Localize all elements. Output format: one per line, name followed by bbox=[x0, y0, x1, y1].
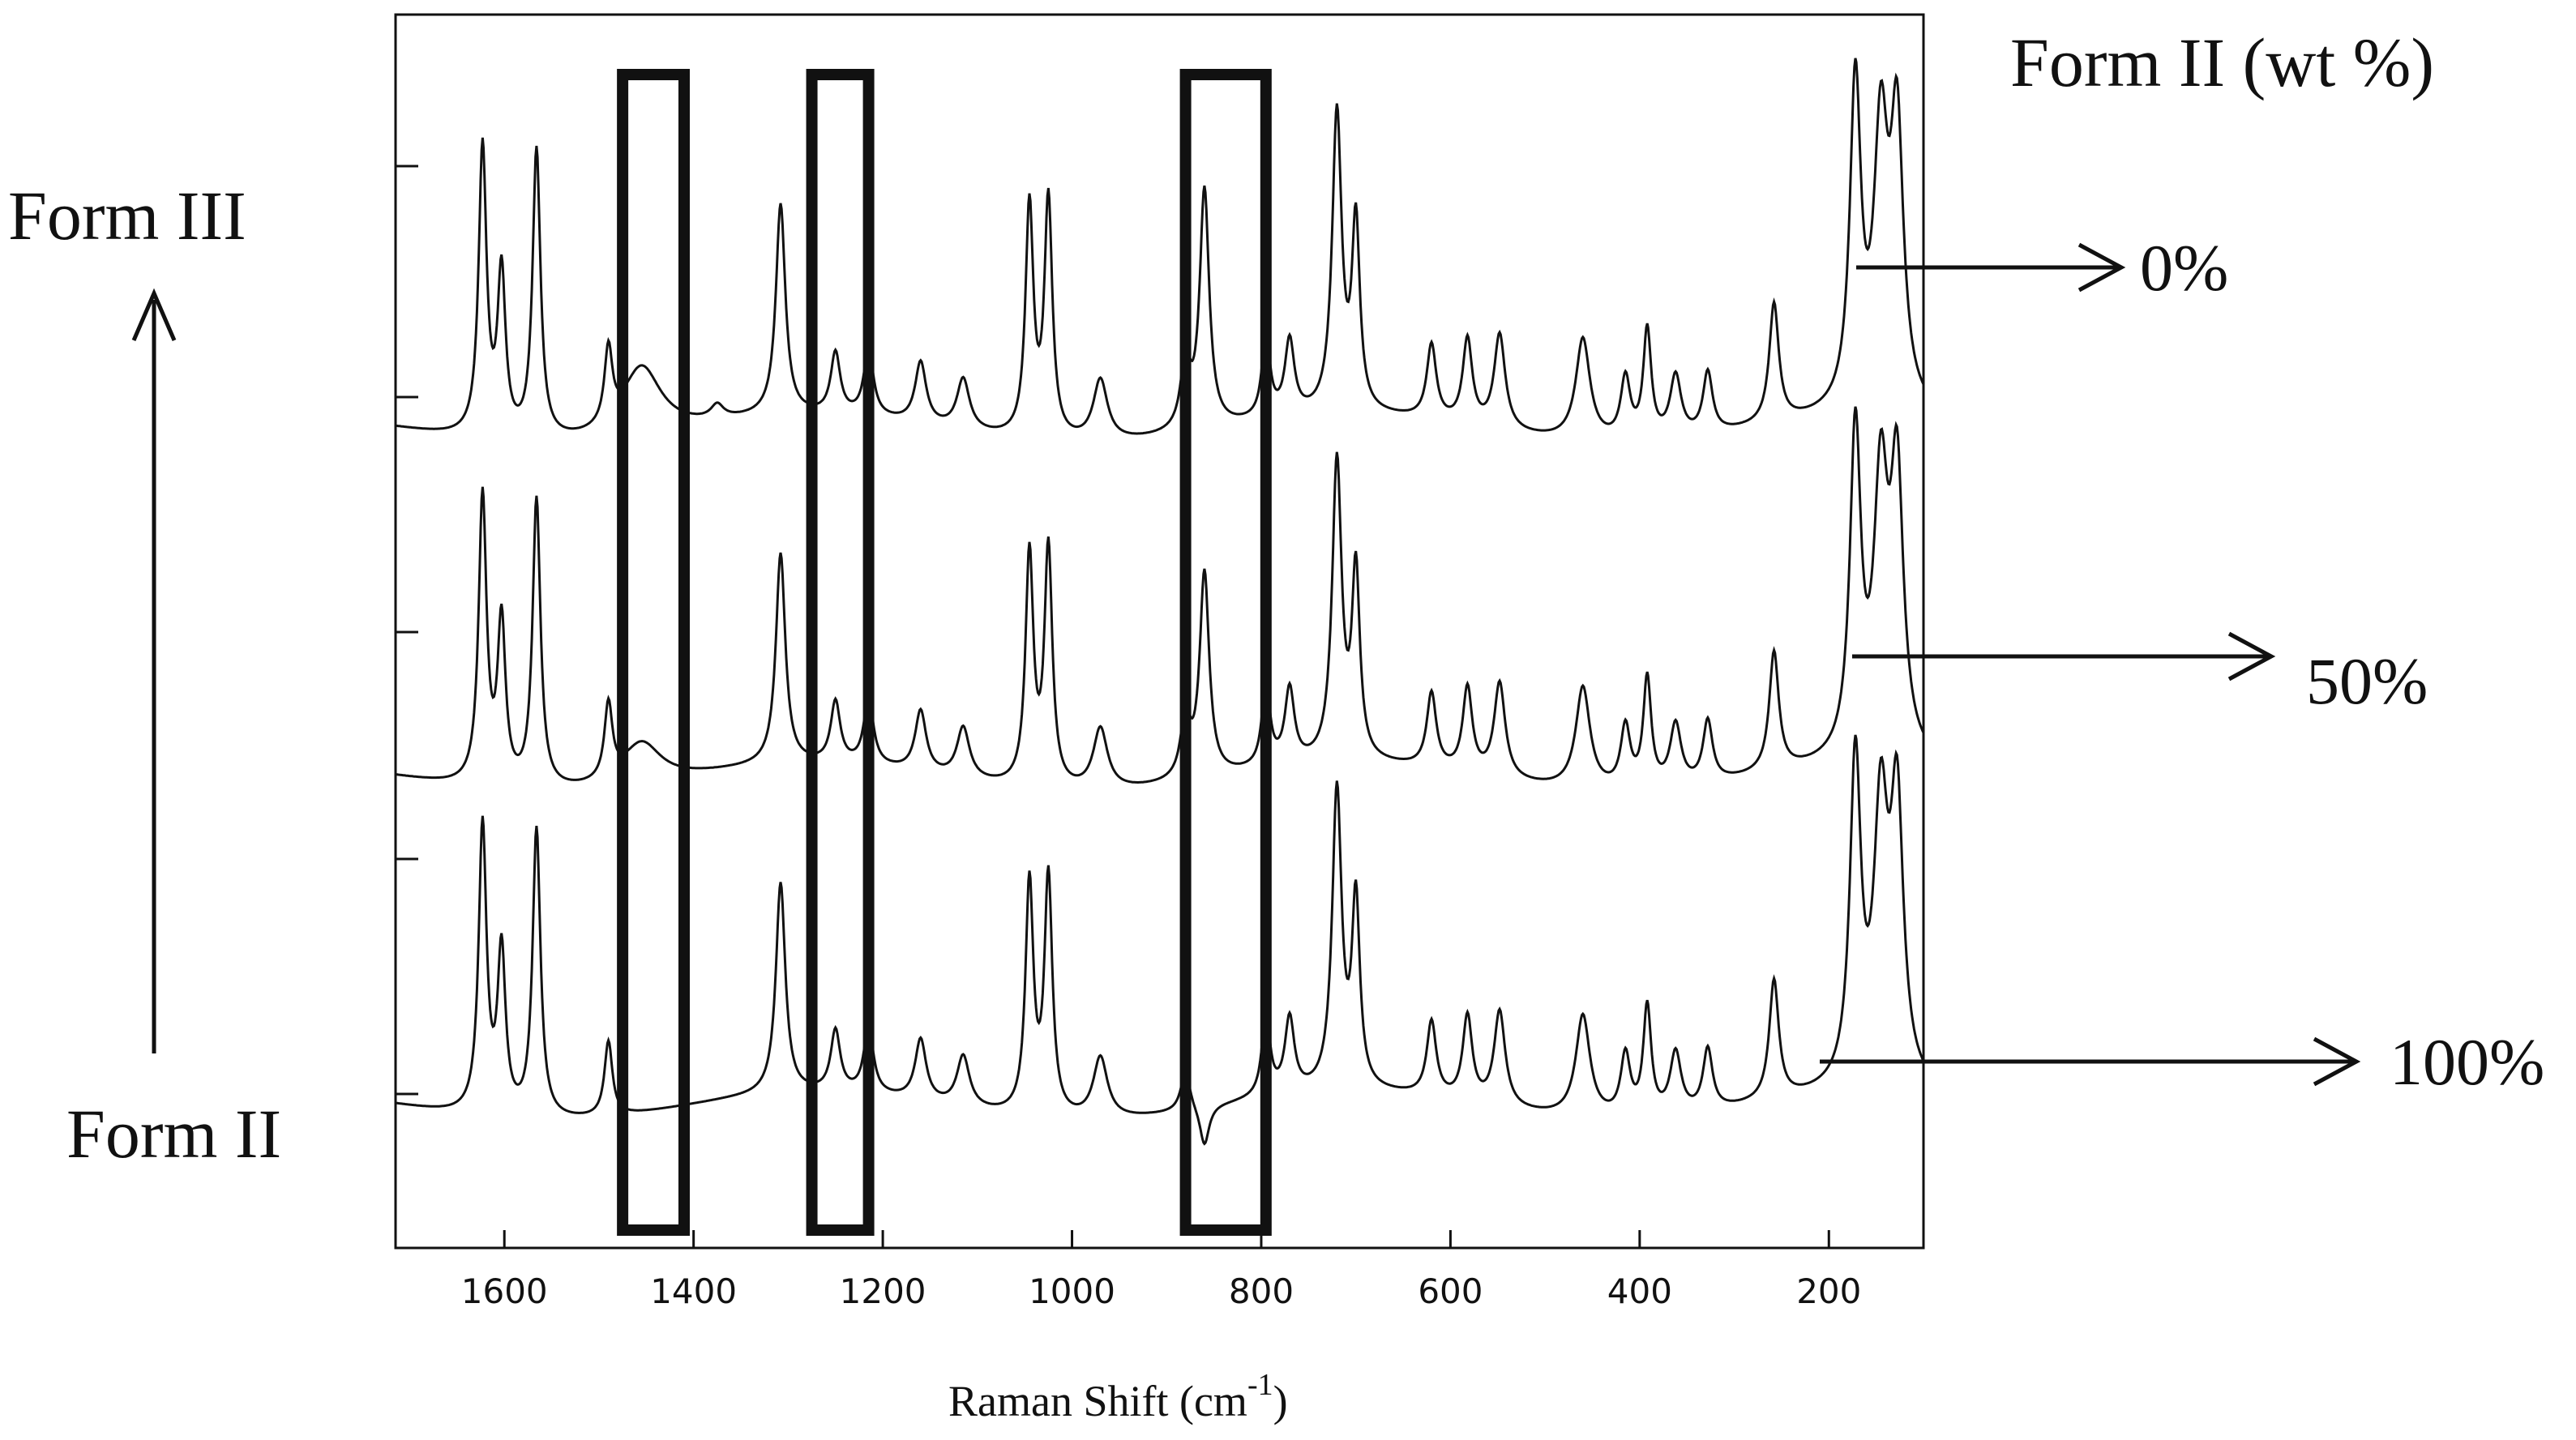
x-tick-label: 1600 bbox=[461, 1271, 548, 1311]
highlight-box bbox=[806, 69, 875, 1236]
series-arrows: 0% 50% 100% bbox=[131, 231, 2544, 1099]
left-label-bottom: Form II bbox=[66, 1095, 281, 1173]
x-tick-label: 600 bbox=[1418, 1271, 1483, 1311]
spectra-traces bbox=[395, 58, 1925, 1146]
series-label: 0% bbox=[2140, 231, 2228, 305]
x-axis-label-close: ) bbox=[1273, 1377, 1288, 1425]
plot-frame bbox=[394, 13, 1925, 1250]
x-axis-label-main: Raman Shift (cm bbox=[948, 1377, 1247, 1425]
series-line-0pct bbox=[395, 58, 1925, 435]
x-tick-label: 1200 bbox=[840, 1271, 926, 1311]
highlight-box bbox=[617, 69, 690, 1236]
series-arrow-head bbox=[2077, 242, 2126, 293]
series-label: 50% bbox=[2306, 644, 2428, 718]
x-tick-label: 200 bbox=[1796, 1271, 1861, 1311]
left-label-top: Form III bbox=[8, 177, 246, 254]
highlight-boxes bbox=[617, 69, 1272, 1236]
x-tick-label: 400 bbox=[1607, 1271, 1672, 1311]
x-tick-label: 800 bbox=[1229, 1271, 1294, 1311]
series-line-50pct bbox=[395, 406, 1925, 784]
left-arrow-head bbox=[131, 288, 177, 341]
x-axis-label: Raman Shift (cm-1) bbox=[948, 1368, 1288, 1425]
highlight-box bbox=[1179, 69, 1272, 1236]
series-arrow-head bbox=[2227, 631, 2276, 682]
series-label: 100% bbox=[2390, 1025, 2544, 1099]
series-line-100pct bbox=[395, 734, 1925, 1146]
legend-title: Form II (wt %) bbox=[2010, 24, 2434, 101]
x-tick-label: 1400 bbox=[650, 1271, 737, 1311]
x-axis-ticks: 1600 1400 1200 1000 800 600 400 200 bbox=[461, 1230, 1861, 1311]
x-tick-label: 1000 bbox=[1029, 1271, 1115, 1311]
x-axis-label-superscript: -1 bbox=[1247, 1368, 1273, 1402]
series-arrow-head bbox=[2313, 1036, 2361, 1087]
